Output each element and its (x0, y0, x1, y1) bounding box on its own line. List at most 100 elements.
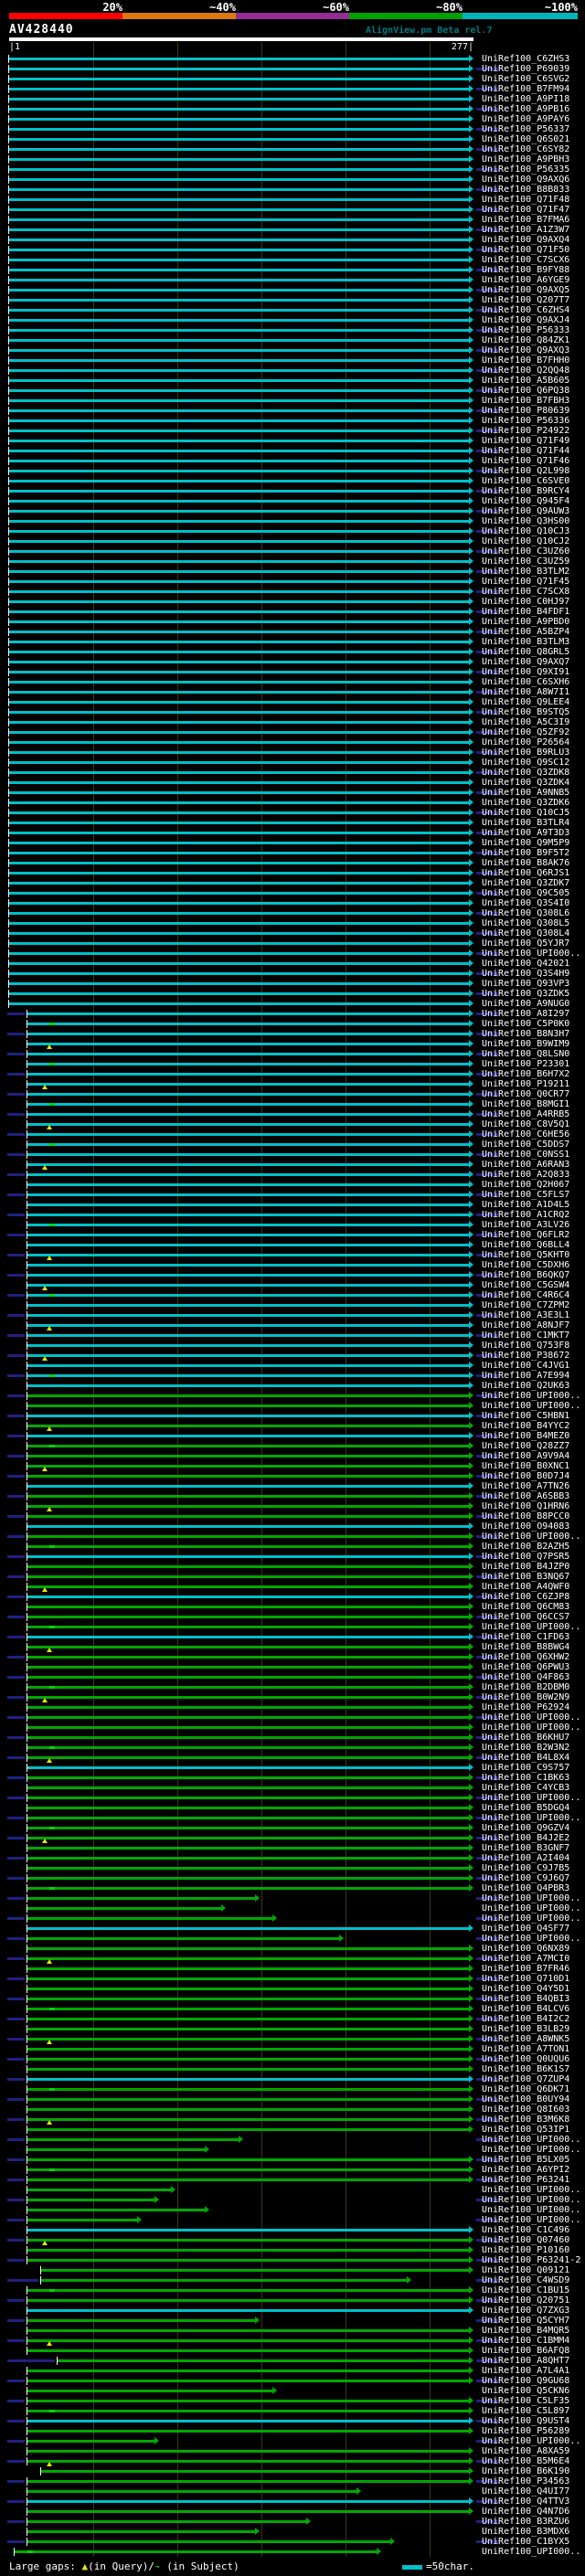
hit-bar[interactable] (27, 1505, 470, 1508)
hit-label[interactable]: UniRef100_A1D4L5 (482, 1200, 570, 1210)
hit-bar[interactable] (27, 1595, 470, 1598)
hit-bar[interactable] (27, 1023, 470, 1025)
hit-label[interactable]: UniRef100_B8BWG4 (482, 1642, 570, 1652)
hit-label[interactable]: UniRef100_UPI000.. (482, 1893, 581, 1903)
hit-bar[interactable] (27, 2058, 470, 2061)
hit-bar[interactable] (27, 1374, 470, 1377)
hit-label[interactable]: UniRef100_Q207T7 (482, 295, 570, 305)
hit-bar[interactable] (27, 1173, 470, 1176)
hit-bar[interactable] (27, 1314, 470, 1317)
hit-bar[interactable] (27, 2440, 155, 2443)
hit-label[interactable]: UniRef100_UPI000.. (482, 1401, 581, 1411)
hit-label[interactable]: UniRef100_Q20751 (482, 2295, 570, 2306)
hit-label[interactable]: UniRef100_C5FLS7 (482, 1190, 570, 1200)
hit-bar[interactable] (9, 510, 470, 513)
hit-bar[interactable] (9, 701, 470, 704)
hit-bar[interactable] (27, 1465, 470, 1468)
hit-label[interactable]: UniRef100_Q308L4 (482, 928, 570, 938)
hit-bar[interactable] (9, 480, 470, 482)
hit-label[interactable]: UniRef100_UPI000.. (482, 2215, 581, 2225)
hit-bar[interactable] (27, 2430, 470, 2433)
hit-bar[interactable] (27, 1857, 470, 1860)
hit-label[interactable]: UniRef100_Q9AXQ6 (482, 175, 570, 185)
hit-bar[interactable] (9, 862, 470, 864)
hit-label[interactable]: UniRef100_B3GNF7 (482, 1843, 570, 1853)
hit-bar[interactable] (27, 1525, 470, 1528)
hit-label[interactable]: UniRef100_Q8LSN0 (482, 1049, 570, 1059)
hit-bar[interactable] (27, 1294, 470, 1297)
hit-bar[interactable] (27, 2530, 257, 2533)
hit-label[interactable]: UniRef100_P63241-2 (482, 2255, 581, 2265)
hit-bar[interactable] (27, 1394, 470, 1397)
hit-label[interactable]: UniRef100_A8NJF7 (482, 1320, 570, 1330)
hit-label[interactable]: UniRef100_C0HJ97 (482, 597, 570, 607)
hit-bar[interactable] (27, 1113, 470, 1116)
hit-bar[interactable] (27, 1354, 470, 1357)
hit-label[interactable]: UniRef100_Q6PQ38 (482, 386, 570, 396)
hit-label[interactable]: UniRef100_P56335 (482, 164, 570, 175)
hit-label[interactable]: UniRef100_C6HE56 (482, 1129, 570, 1140)
hit-bar[interactable] (27, 1073, 470, 1076)
hit-bar[interactable] (9, 68, 470, 70)
hit-label[interactable]: UniRef100_Q6CM83 (482, 1602, 570, 1612)
hit-bar[interactable] (9, 399, 470, 402)
hit-label[interactable]: UniRef100_B8N3H7 (482, 1029, 570, 1039)
hit-bar[interactable] (9, 500, 470, 503)
hit-label[interactable]: UniRef100_A5B605 (482, 376, 570, 386)
hit-bar[interactable] (27, 2520, 307, 2523)
hit-bar[interactable] (27, 1827, 470, 1829)
hit-label[interactable]: UniRef100_B4I2C2 (482, 2014, 570, 2024)
hit-label[interactable]: UniRef100_B5LX05 (482, 2155, 570, 2165)
hit-bar[interactable] (27, 2088, 470, 2091)
hit-label[interactable]: UniRef100_Q09121 (482, 2265, 570, 2275)
hit-bar[interactable] (27, 1344, 470, 1347)
hit-bar[interactable] (27, 2480, 470, 2483)
hit-bar[interactable] (14, 2550, 378, 2553)
hit-label[interactable]: UniRef100_C5GSW4 (482, 1280, 570, 1290)
hit-bar[interactable] (27, 2349, 470, 2352)
hit-bar[interactable] (9, 289, 470, 292)
hit-bar[interactable] (9, 349, 470, 352)
hit-label[interactable]: UniRef100_C1BMM4 (482, 2336, 570, 2346)
hit-bar[interactable] (27, 1334, 470, 1337)
hit-bar[interactable] (27, 1686, 470, 1689)
hit-label[interactable]: UniRef100_C9S757 (482, 1763, 570, 1773)
hit-label[interactable]: UniRef100_P24922 (482, 426, 570, 436)
hit-label[interactable]: UniRef100_B6KHU7 (482, 1733, 570, 1743)
hit-bar[interactable] (27, 2098, 470, 2101)
hit-bar[interactable] (27, 1726, 470, 1729)
hit-label[interactable]: UniRef100_B3TLM2 (482, 567, 570, 577)
hit-bar[interactable] (9, 972, 470, 975)
hit-bar[interactable] (9, 460, 470, 462)
hit-bar[interactable] (27, 1666, 470, 1669)
hit-label[interactable]: UniRef100_Q71F49 (482, 436, 570, 446)
hit-label[interactable]: UniRef100_Q9XI91 (482, 667, 570, 677)
hit-label[interactable]: UniRef100_B6QKQ7 (482, 1270, 570, 1280)
hit-bar[interactable] (9, 832, 470, 834)
hit-label[interactable]: UniRef100_Q2L998 (482, 466, 570, 476)
hit-label[interactable]: UniRef100_UPI000.. (482, 2547, 581, 2557)
hit-bar[interactable] (9, 228, 470, 231)
hit-bar[interactable] (9, 218, 470, 221)
hit-label[interactable]: UniRef100_Q753F8 (482, 1341, 570, 1351)
hit-label[interactable]: UniRef100_UPI000.. (482, 1391, 581, 1401)
hit-bar[interactable] (27, 1656, 470, 1659)
hit-bar[interactable] (27, 1837, 470, 1839)
hit-label[interactable]: UniRef100_C4R6C4 (482, 1290, 570, 1300)
hit-bar[interactable] (9, 741, 470, 744)
hit-bar[interactable] (27, 2259, 470, 2262)
hit-bar[interactable] (27, 1364, 470, 1367)
hit-bar[interactable] (27, 1274, 470, 1277)
hit-bar[interactable] (9, 631, 470, 633)
hit-label[interactable]: UniRef100_B8PCC0 (482, 1511, 570, 1521)
hit-bar[interactable] (9, 811, 470, 814)
hit-label[interactable]: UniRef100_B2AZH5 (482, 1542, 570, 1552)
hit-bar[interactable] (9, 671, 470, 673)
hit-bar[interactable] (27, 1384, 470, 1387)
hit-bar[interactable] (9, 299, 470, 302)
hit-bar[interactable] (9, 108, 470, 111)
hit-bar[interactable] (27, 1244, 470, 1246)
hit-label[interactable]: UniRef100_Q9SC12 (482, 758, 570, 768)
hit-bar[interactable] (27, 2410, 470, 2412)
hit-label[interactable]: UniRef100_UPI000.. (482, 2195, 581, 2205)
